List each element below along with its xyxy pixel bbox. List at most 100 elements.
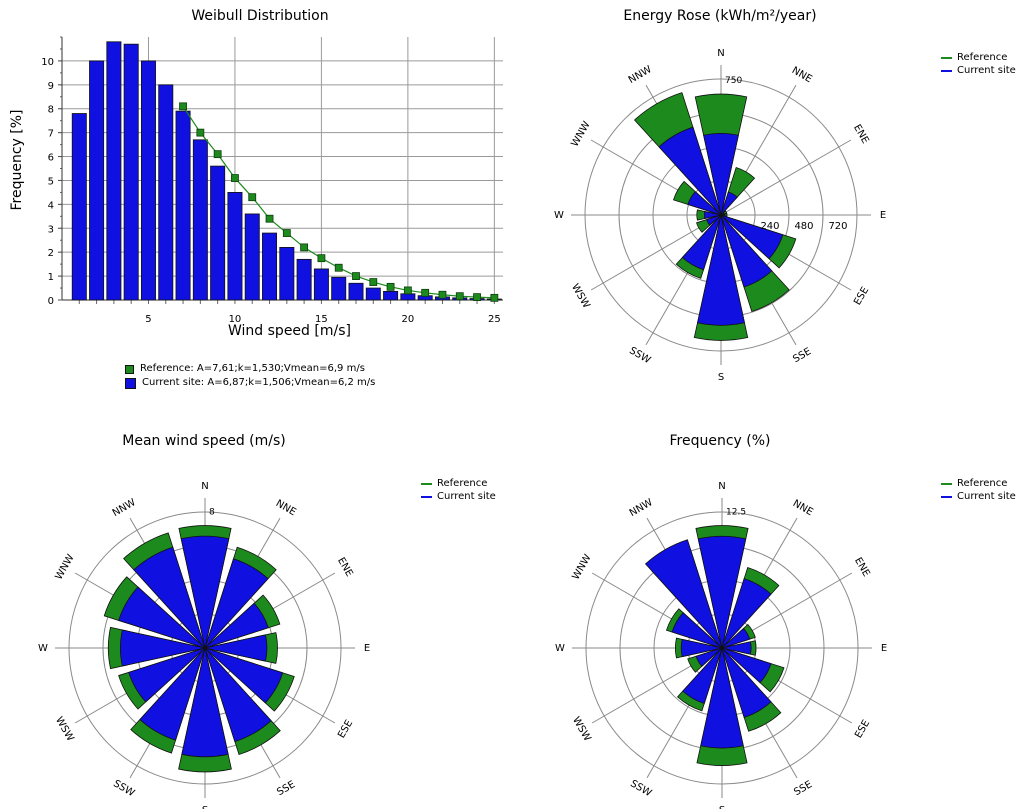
wedge-current-site xyxy=(721,647,772,718)
wedge-current-site xyxy=(128,647,206,703)
wedge-current-site xyxy=(120,629,206,667)
weibull-panel: Weibull Distribution 0 1 2 3 4 5 6 7 8 9 10 5 10 15 20… xyxy=(0,0,520,400)
north-ring-label: 750 xyxy=(725,76,742,86)
bar-current-site xyxy=(331,276,347,301)
direction-label: ENE xyxy=(852,556,872,579)
direction-label: SSW xyxy=(111,778,136,799)
direction-label: WSW xyxy=(53,715,76,743)
wedge-current-site xyxy=(721,627,751,649)
y-tick-label: 6 xyxy=(48,153,54,164)
reference-marker xyxy=(352,272,360,280)
frequency-legend: Reference Current site xyxy=(941,477,1016,503)
current-site-line-swatch xyxy=(941,69,952,72)
x-tick-label: 10 xyxy=(229,314,242,325)
bar-current-site xyxy=(383,290,399,301)
reference-swatch xyxy=(125,364,134,374)
wedge-current-site xyxy=(204,647,272,743)
wedge-current-site xyxy=(204,634,268,662)
x-tick-label: 5 xyxy=(145,314,151,325)
legend-label-reference: Reference xyxy=(437,478,488,489)
reference-marker xyxy=(282,229,291,237)
wedge-current-site xyxy=(644,539,723,649)
ring-label: 480 xyxy=(794,221,813,232)
reference-marker xyxy=(386,282,395,291)
reference-marker xyxy=(248,193,257,202)
bar-current-site xyxy=(279,246,295,301)
direction-label: NNE xyxy=(790,65,814,85)
legend-item-current-site: Current site xyxy=(941,64,1016,77)
reference-marker xyxy=(213,150,222,159)
bar-current-site xyxy=(106,41,122,301)
reference-marker xyxy=(265,214,274,223)
reference-marker xyxy=(490,293,499,302)
reference-marker xyxy=(300,243,309,252)
reference-line-swatch xyxy=(941,482,952,485)
direction-label: SSW xyxy=(627,345,652,366)
reference-line-swatch xyxy=(421,482,432,485)
bar-current-site xyxy=(365,287,381,301)
bar-current-site xyxy=(71,113,87,301)
mean-wind-speed-chart: N NNE ENE E ESE SSE S SSW WSW W WNW NNW 8 xyxy=(38,481,370,809)
y-tick-label: 9 xyxy=(48,81,54,92)
reference-marker xyxy=(317,254,326,263)
direction-label: S xyxy=(718,372,724,383)
direction-label: SSE xyxy=(791,346,813,365)
direction-label: NNW xyxy=(628,497,655,519)
legend-label-reference: Reference xyxy=(957,52,1008,63)
current-site-line-swatch xyxy=(941,495,952,498)
wedge-current-site xyxy=(720,214,784,260)
wedge-current-site xyxy=(180,535,230,649)
reference-marker xyxy=(421,288,430,297)
legend-item-current-site: Current site xyxy=(941,490,1016,503)
wedge-current-site xyxy=(697,535,747,649)
direction-label: W xyxy=(554,210,564,221)
legend-label-current-site: Current site: A=6,87;k=1,506;Vmean=6,2 m… xyxy=(142,377,376,388)
legend-item-reference: Reference xyxy=(941,477,1016,490)
direction-label: N xyxy=(717,48,724,59)
wedge-current-site xyxy=(204,602,269,649)
direction-label: NNE xyxy=(791,498,815,518)
wedge-current-site xyxy=(703,210,722,220)
direction-label: NNW xyxy=(627,64,654,86)
direction-label: W xyxy=(555,643,565,654)
wedge-current-site xyxy=(181,647,229,758)
direction-label: W xyxy=(38,643,48,654)
y-tick-label: 0 xyxy=(48,296,54,307)
current-site-line-swatch xyxy=(421,495,432,498)
polar-spoke xyxy=(720,139,852,216)
direction-label: ESE xyxy=(852,285,871,307)
x-tick-label: 25 xyxy=(488,314,501,325)
direction-label: E xyxy=(880,210,886,221)
energy-rose-title: Energy Rose (kWh/m²/year) xyxy=(623,8,817,24)
x-tick-label: 15 xyxy=(315,314,328,325)
direction-label: SSE xyxy=(275,779,297,798)
wedge-current-site xyxy=(706,214,722,226)
reference-marker xyxy=(231,174,239,182)
direction-label: WNW xyxy=(54,553,77,582)
frequency-title: Frequency (%) xyxy=(669,433,771,449)
mean-wind-speed-title: Mean wind speed (m/s) xyxy=(122,433,286,449)
x-tick-label: 20 xyxy=(402,314,415,325)
bar-current-site xyxy=(296,258,312,301)
y-tick-label: 8 xyxy=(48,105,54,116)
bar-current-site xyxy=(262,232,278,301)
direction-label: ESE xyxy=(853,718,872,740)
bar-current-site xyxy=(89,60,105,301)
y-tick-label: 3 xyxy=(48,224,54,235)
legend-label-current-site: Current site xyxy=(957,65,1016,76)
y-tick-label: 10 xyxy=(41,57,54,68)
frequency-panel: Frequency (%) NNNEENEEESESSESSSWWSWWWNWN… xyxy=(520,420,1019,809)
reference-marker xyxy=(403,286,412,295)
wedge-current-site xyxy=(687,191,722,216)
direction-label: E xyxy=(364,643,370,654)
legend-item-current-site: Current site: A=6,87;k=1,506;Vmean=6,2 m… xyxy=(125,376,375,390)
wedge-current-site xyxy=(118,586,206,649)
wedge-current-site xyxy=(695,647,723,667)
current-site-swatch xyxy=(125,377,136,389)
direction-label: ESE xyxy=(336,718,355,740)
energy-rose-chart: N NNE ENE E ESE SSE S SSW WSW W WNW NNW 240 480 720 750 xyxy=(554,48,886,383)
direction-label: WNW xyxy=(570,120,593,149)
weibull-title: Weibull Distribution xyxy=(191,8,329,24)
ring-label: 720 xyxy=(828,221,847,232)
reference-marker xyxy=(179,102,187,111)
